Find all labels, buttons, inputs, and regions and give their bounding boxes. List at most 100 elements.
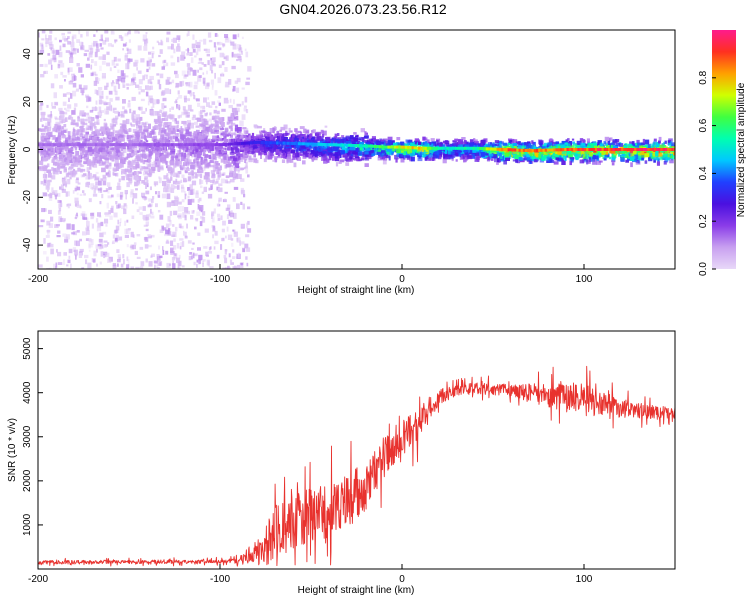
- spectrogram-cell: [203, 64, 207, 67]
- spectrogram-cell: [85, 182, 90, 188]
- spectrogram-cell: [39, 160, 44, 166]
- spectrogram-cell: [48, 243, 50, 247]
- spectrogram-cell: [139, 165, 142, 171]
- spectrogram-cell: [180, 165, 184, 170]
- spectrogram-cell: [158, 131, 163, 136]
- spectrogram-cell: [229, 134, 233, 138]
- spectrogram-cell: [191, 132, 195, 137]
- spectrogram-cell: [561, 140, 567, 146]
- spectrogram-cell: [646, 151, 650, 155]
- spectrogram-cell: [111, 147, 117, 151]
- spectrogram-cell: [92, 71, 97, 76]
- spectrogram-cell: [144, 177, 147, 180]
- spectrogram-cell: [98, 238, 103, 243]
- spectrogram-cell: [431, 156, 435, 161]
- spectrogram-cell: [244, 158, 246, 163]
- spectrogram-cell: [203, 186, 207, 193]
- spectrogram-cell: [71, 73, 76, 76]
- spectrogram-cell: [43, 171, 46, 176]
- spectrogram-cell: [99, 95, 104, 99]
- spectrogram-cell: [175, 82, 180, 87]
- spectrogram-cell: [193, 131, 198, 136]
- spectrogram-cell: [281, 149, 287, 154]
- spectrogram-cell: [80, 146, 85, 150]
- spectrogram-cell: [242, 248, 246, 252]
- spectrogram-cell: [43, 251, 47, 255]
- spectrogram-cell: [130, 189, 134, 195]
- spectrogram-cell: [531, 140, 534, 144]
- spectrogram-cell: [145, 221, 149, 227]
- spectrogram-cell: [276, 130, 280, 135]
- spectrogram-cell: [653, 138, 657, 141]
- spectrogram-cell: [48, 209, 52, 214]
- spectrogram-cell: [195, 117, 200, 120]
- spectrogram-cell: [59, 120, 63, 124]
- spectrogram-cell: [229, 39, 232, 44]
- spectrogram-cell: [74, 249, 78, 256]
- spectrogram-cell: [124, 228, 128, 234]
- spectrogram-cell: [285, 130, 288, 134]
- spectrogram-cell: [233, 212, 237, 219]
- spectrogram-cell: [132, 134, 136, 138]
- spectrogram-cell: [159, 73, 164, 79]
- spectrogram-cell: [162, 97, 167, 102]
- spectrogram-cell: [56, 163, 61, 166]
- spectrogram-cell: [232, 175, 237, 179]
- spectrogram-cell: [289, 130, 293, 133]
- spectrogram-cell: [263, 152, 268, 156]
- spectrogram-cell: [137, 70, 142, 74]
- spectrogram-cell: [222, 43, 225, 48]
- spectrogram-cell: [67, 172, 72, 175]
- spectrogram-cell: [631, 143, 636, 147]
- spectrogram-cell: [157, 111, 160, 116]
- spectrogram-cell: [71, 36, 74, 42]
- spectrogram-cell: [149, 98, 154, 104]
- spectrogram-cell: [220, 244, 223, 250]
- spectrogram-cell: [311, 130, 314, 133]
- spectrogram-cell: [162, 146, 165, 150]
- spectrogram-cell: [135, 172, 139, 177]
- spectrogram-cell: [221, 237, 225, 242]
- spectrogram-cell: [66, 203, 69, 207]
- spectrogram-cell: [205, 48, 210, 53]
- spectrogram-cell: [67, 67, 70, 73]
- spectrogram-cell: [144, 74, 148, 77]
- spectrogram-cell: [138, 120, 141, 125]
- spectrogram-cell: [125, 193, 127, 200]
- spectrogram-cell: [157, 210, 161, 213]
- spectrogram-cell: [203, 38, 207, 45]
- spectrogram-cell: [113, 85, 117, 92]
- spectrogram-cell: [120, 159, 126, 165]
- spectrogram-cell: [166, 193, 171, 200]
- spectrogram-cell: [260, 152, 264, 155]
- spectrogram-cell: [86, 125, 90, 131]
- spectrogram-cell: [123, 208, 127, 215]
- spectrogram-cell: [47, 229, 50, 235]
- spectrogram-cell: [199, 39, 203, 42]
- spectrogram-cell: [224, 191, 228, 194]
- spectrogram-cell: [64, 158, 69, 162]
- spectrogram-cell: [76, 177, 79, 180]
- spectrogram-cell: [53, 190, 58, 194]
- spectrogram-cell: [410, 157, 415, 162]
- spectrogram-cell: [235, 107, 240, 113]
- spectrogram-cell: [237, 170, 240, 175]
- spectrogram-cell: [223, 255, 227, 259]
- spectrogram-cell: [263, 128, 266, 133]
- spectrogram-cell: [70, 47, 75, 52]
- spectrogram-cell: [326, 145, 329, 149]
- spectrogram-cell: [244, 105, 247, 108]
- spectrogram-cell: [236, 237, 241, 243]
- spectrogram-cell: [216, 100, 221, 103]
- spectrogram-cell: [46, 220, 51, 226]
- spectrogram-cell: [38, 32, 40, 38]
- spectrogram-cell: [104, 30, 109, 34]
- spectrogram-cell: [60, 217, 64, 222]
- spectrogram-cell: [279, 146, 283, 150]
- spectrogram-cell: [173, 210, 178, 216]
- spectrogram-cell: [87, 116, 92, 121]
- spectrogram-cell: [142, 206, 146, 211]
- spectrogram-cell: [134, 176, 139, 181]
- spectrogram-cell: [150, 51, 155, 55]
- spectrogram-cell: [157, 191, 161, 197]
